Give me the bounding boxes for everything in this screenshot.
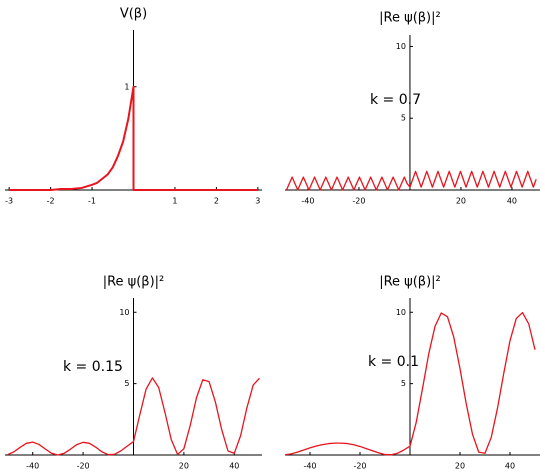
x-tick-label: -40 [26,462,39,471]
x-tick-label: -1 [88,197,96,206]
data-line [285,170,537,191]
x-tick-label: -40 [301,197,314,206]
x-tick-label: -20 [77,462,90,471]
x-tick-label: 2 [214,197,219,206]
x-tick-label: 40 [229,462,239,471]
x-tick-label: 3 [255,197,260,206]
chart-title: V(β) [120,7,147,22]
x-tick-label: -20 [352,197,365,206]
y-tick-label: 5 [124,379,129,388]
y-tick-label: 5 [401,379,406,388]
x-tick-label: -3 [5,197,13,206]
y-tick-label: 5 [401,114,406,123]
x-tick-label: 20 [179,462,189,471]
y-tick-label: 10 [396,308,406,317]
y-tick-label: 1 [124,82,129,91]
chart-title: |Re ψ(β)|² [379,275,441,290]
x-tick-label: 20 [456,197,466,206]
chart-title: |Re ψ(β)|² [103,275,165,290]
x-tick-label: 1 [172,197,177,206]
data-line [284,311,536,456]
y-tick-label: 10 [396,42,406,51]
x-tick-label: 20 [455,462,465,471]
annotation: k = 0.1 [368,354,419,370]
x-tick-label: -2 [47,197,55,206]
y-tick-label: 10 [119,308,129,317]
annotation: k = 0.15 [63,359,123,375]
x-tick-label: -40 [303,462,316,471]
chart-title: |Re ψ(β)|² [379,11,441,26]
data-line [7,377,260,456]
data-line [9,85,258,191]
x-tick-label: 40 [507,197,517,206]
x-tick-label: 40 [505,462,515,471]
x-tick-label: -20 [353,462,366,471]
annotation: k = 0.7 [370,92,421,108]
